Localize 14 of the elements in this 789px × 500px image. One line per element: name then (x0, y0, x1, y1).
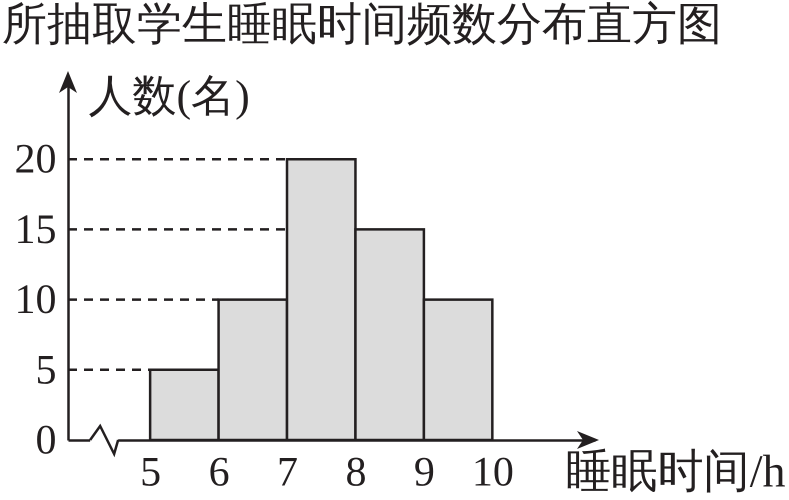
y-tick-label: 20 (14, 136, 56, 183)
y-tick-label: 5 (36, 347, 56, 394)
x-tick-label: 7 (277, 450, 298, 496)
x-tick-label: 5 (140, 450, 162, 496)
y-tick-label: 10 (14, 277, 56, 324)
y-tick-label: 0 (36, 418, 56, 464)
x-tick-label: 9 (414, 450, 435, 496)
y-axis-title: 人数(名) (88, 72, 250, 120)
x-tick-label: 6 (208, 450, 230, 496)
x-axis-title: 睡眠时间/h (566, 446, 786, 496)
chart-title: 所抽取学生睡眠时间频数分布直方图 (2, 0, 722, 49)
x-tick-label: 8 (345, 450, 366, 496)
x-tick-label: 10 (472, 450, 514, 496)
y-tick-label: 15 (14, 206, 56, 253)
